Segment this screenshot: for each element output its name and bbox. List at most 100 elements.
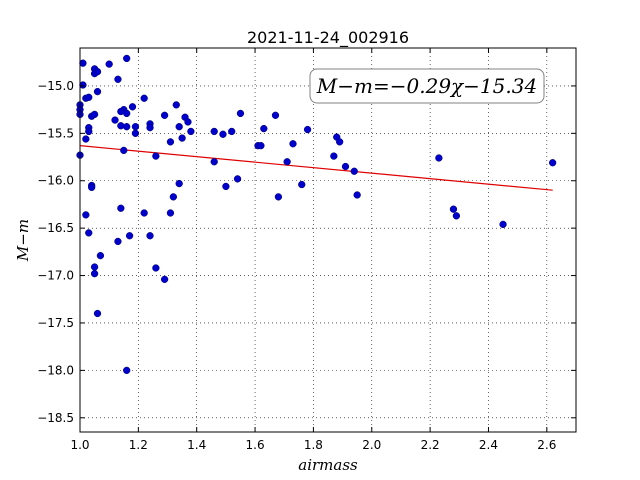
y-tick-label: −16.0: [37, 174, 74, 188]
data-point: [166, 138, 175, 146]
data-point: [85, 229, 93, 237]
data-point: [222, 182, 230, 191]
x-tick-label: 1.0: [70, 438, 89, 452]
data-point: [114, 237, 122, 246]
data-point: [140, 209, 148, 217]
annotation-box: [309, 68, 545, 104]
data-point: [289, 140, 297, 148]
fit-line-layer: [79, 145, 553, 191]
data-point: [123, 366, 131, 375]
y-tick-label: −17.0: [37, 269, 74, 283]
data-point: [166, 209, 175, 217]
data-point: [125, 232, 134, 240]
data-point: [175, 123, 183, 131]
data-point: [283, 158, 291, 166]
data-point: [85, 93, 93, 101]
data-point: [236, 109, 245, 118]
data-point: [178, 134, 186, 142]
y-axis-label: M−m: [14, 219, 32, 262]
data-point: [79, 81, 87, 89]
data-point: [82, 135, 90, 143]
data-point: [123, 109, 131, 118]
y-tick-label: −16.5: [37, 221, 74, 235]
data-point: [111, 116, 119, 124]
data-point: [85, 127, 93, 136]
data-point: [228, 127, 236, 136]
data-point: [90, 263, 99, 271]
data-point: [79, 59, 87, 67]
data-point: [353, 191, 361, 199]
y-tick-label: −17.5: [37, 316, 74, 330]
data-point: [260, 124, 268, 133]
data-point: [184, 118, 192, 126]
data-point: [123, 54, 131, 63]
data-point: [175, 179, 183, 188]
fit-equation: M−m=−0.29χ−15.34: [316, 74, 537, 98]
y-tick-label: −15.5: [37, 126, 74, 140]
y-tick-label: −15.0: [37, 79, 74, 93]
data-point: [549, 159, 557, 167]
data-point: [93, 68, 102, 76]
data-point: [117, 204, 125, 212]
data-point: [303, 125, 312, 134]
data-point: [93, 87, 102, 96]
data-point: [114, 75, 122, 83]
data-point: [105, 60, 113, 68]
data-point: [146, 123, 154, 132]
data-point: [146, 232, 154, 240]
data-point: [172, 101, 180, 109]
data-point: [88, 183, 96, 192]
plot-area-frame: [79, 47, 577, 433]
y-tick-label: −18.5: [37, 411, 74, 425]
y-tick-label: −18.0: [37, 363, 74, 377]
data-point: [90, 110, 99, 119]
x-tick-label: 2.2: [421, 438, 440, 452]
data-point: [499, 220, 507, 229]
data-point: [452, 212, 461, 220]
chart-title: 2021-11-24_002916: [247, 28, 409, 48]
data-points: [76, 54, 557, 375]
data-point: [120, 146, 128, 155]
data-point: [219, 130, 227, 138]
data-point: [160, 275, 169, 283]
data-point: [160, 111, 169, 119]
fit-line: [79, 145, 553, 191]
grid: [79, 48, 576, 432]
data-point: [298, 180, 306, 189]
x-tick-label: 1.4: [187, 438, 206, 452]
data-point: [131, 129, 140, 137]
x-axis-label: airmass: [298, 456, 358, 474]
x-tick-label: 2.6: [537, 438, 556, 452]
data-point: [274, 193, 283, 201]
x-tick-label: 1.8: [304, 438, 323, 452]
data-point: [341, 162, 350, 171]
data-point: [123, 123, 131, 131]
data-point: [330, 152, 338, 160]
fit-annotation-box: M−m=−0.29χ−15.34: [309, 68, 545, 104]
x-tick-label: 2.0: [362, 438, 381, 452]
data-point: [90, 270, 99, 278]
axis-ticks: 1.0 1.2 1.4 1.6 1.8 2.0 2.2 2.4 2.6 −15.0 −15.5 −16…: [37, 48, 576, 452]
data-point: [128, 103, 137, 111]
data-point: [152, 152, 160, 160]
data-point: [449, 205, 458, 213]
x-tick-label: 1.2: [129, 438, 148, 452]
data-point: [350, 167, 358, 175]
data-point: [336, 138, 344, 146]
data-point: [82, 211, 90, 219]
data-point: [93, 309, 102, 318]
data-point: [257, 142, 265, 150]
data-point: [210, 158, 218, 166]
data-point: [96, 251, 105, 260]
data-point: [210, 127, 218, 136]
data-point: [131, 123, 140, 131]
data-point: [140, 94, 148, 102]
data-point: [233, 175, 242, 183]
data-point: [169, 193, 178, 201]
data-point: [152, 264, 160, 272]
data-point: [187, 127, 195, 136]
data-point: [271, 111, 280, 119]
data-point: [435, 154, 443, 162]
x-tick-label: 2.4: [479, 438, 498, 452]
